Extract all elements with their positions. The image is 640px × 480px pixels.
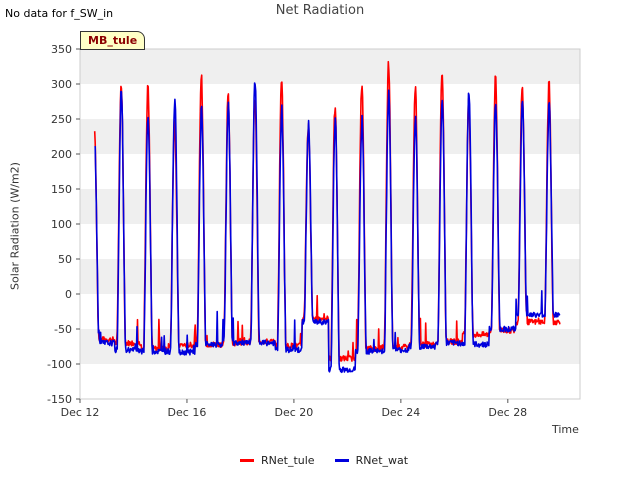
y-tick-label: 200	[51, 148, 72, 161]
legend-label-wat: RNet_wat	[355, 454, 409, 467]
y-axis-title: Solar Radiation (W/m2)	[8, 162, 22, 290]
y-tick-label: 100	[51, 218, 72, 231]
legend-item-tule: RNet_tule	[240, 454, 315, 467]
y-tick-label: 300	[51, 78, 72, 91]
y-tick-label: 0	[65, 288, 72, 301]
grid-band	[80, 189, 580, 224]
y-tick-label: -100	[47, 358, 72, 371]
y-tick-label: 350	[51, 43, 72, 56]
site-badge: MB_tule	[80, 31, 146, 50]
y-tick-label: 150	[51, 183, 72, 196]
x-tick-label: Dec 16	[168, 406, 207, 419]
grid-band	[80, 119, 580, 154]
chart-title: Net Radiation	[275, 3, 365, 18]
legend-swatch-tule	[240, 459, 254, 462]
y-tick-label: 50	[58, 253, 72, 266]
series-line-RNet_wat	[94, 82, 561, 374]
legend-swatch-wat	[334, 459, 349, 462]
y-tick-label: -50	[54, 323, 72, 336]
y-tick-label: -150	[47, 393, 72, 406]
legend: RNet_tule RNet_wat	[240, 454, 408, 467]
grid-band	[80, 259, 580, 294]
y-tick-label: 250	[51, 113, 72, 126]
x-tick-label: Dec 20	[275, 406, 314, 419]
legend-item-wat: RNet_wat	[334, 454, 409, 467]
grid-band	[80, 49, 580, 84]
x-axis-title: Time	[552, 423, 579, 436]
x-tick-label: Dec 28	[488, 406, 527, 419]
legend-label-tule: RNet_tule	[261, 454, 315, 467]
x-tick-label: Dec 12	[61, 406, 100, 419]
x-tick-label: Dec 24	[381, 406, 420, 419]
no-data-note: No data for f_SW_in	[5, 7, 114, 20]
